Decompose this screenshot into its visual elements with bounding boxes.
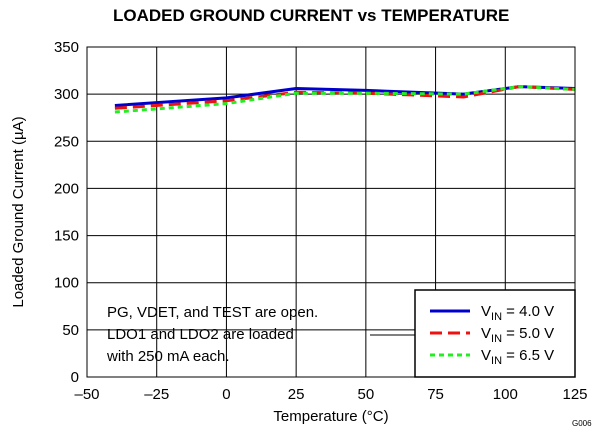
x-tick-label: –25 <box>144 386 169 403</box>
y-tick-label: 150 <box>54 228 79 245</box>
y-tick-label: 0 <box>71 369 79 386</box>
annotation-line: with 250 mA each. <box>106 348 230 365</box>
x-tick-label: 50 <box>358 386 375 403</box>
x-axis-label: Temperature (°C) <box>273 408 388 425</box>
x-tick-label: 25 <box>288 386 305 403</box>
y-axis-label: Loaded Ground Current (µA) <box>10 116 27 307</box>
annotation-line: PG, VDET, and TEST are open. <box>107 304 318 321</box>
x-tick-label: 100 <box>493 386 518 403</box>
y-tick-label: 350 <box>54 39 79 56</box>
annotation: PG, VDET, and TEST are open. LDO1 and LDO… <box>106 304 416 365</box>
y-tick-label: 200 <box>54 180 79 197</box>
series-lines <box>115 87 575 112</box>
y-tick-label: 300 <box>54 86 79 103</box>
x-tick-label: –50 <box>74 386 99 403</box>
y-tick-label: 100 <box>54 275 79 292</box>
x-tick-label: 75 <box>427 386 444 403</box>
series-line <box>115 87 575 106</box>
x-tick-label: 0 <box>222 386 230 403</box>
x-tick-label: 125 <box>562 386 587 403</box>
y-tick-label: 250 <box>54 133 79 150</box>
annotation-line: LDO1 and LDO2 are loaded <box>107 326 294 343</box>
figure-id: G006 <box>572 419 592 428</box>
y-tick-label: 50 <box>62 322 79 339</box>
